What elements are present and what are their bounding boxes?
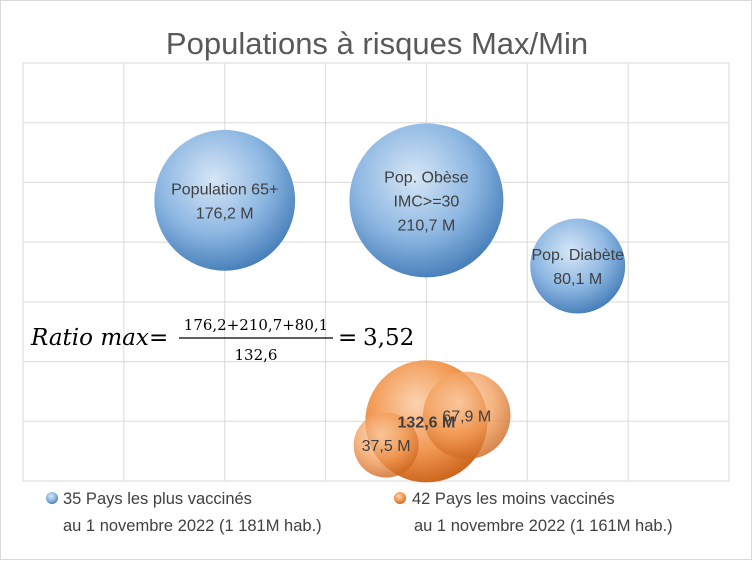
ratio-numerator: 176,2+210,7+80,1 [184,316,328,334]
ratio-formula: Ratio max = 176,2+210,7+80,1 132,6 = 3,5… [30,316,414,364]
bubble-label: Pop. Obèse [384,169,469,186]
legend: 35 Pays les plus vaccinés au 1 novembre … [46,490,673,535]
ratio-equals-2: = [338,325,357,351]
ratio-denominator: 132,6 [235,346,278,364]
ratio-result: 3,52 [363,325,414,351]
bubbles-layer [154,123,626,483]
bubble-label: 67,9 M [442,408,491,425]
bubble-vaccinated-0 [154,129,296,271]
bubble-label: Pop. Diabète [531,247,624,264]
bubble-label: Population 65+ [171,181,278,198]
ratio-lhs: Ratio max [30,325,149,351]
bubble-vaccinated-2 [530,218,626,314]
legend-unvaccinated-line2: au 1 novembre 2022 (1 161M hab.) [414,517,673,535]
legend-unvaccinated-line1: 42 Pays les moins vaccinés [412,490,615,508]
bubble-label: 37,5 M [362,438,411,455]
bubble-label: 210,7 M [398,217,456,234]
legend-marker-unvaccinated [394,492,406,504]
bubble-label: 80,1 M [553,271,602,288]
ratio-equals-1: = [149,325,168,351]
chart-title: Populations à risques Max/Min [166,26,588,61]
bubble-label: IMC>=30 [394,193,460,210]
bubble-unvaccinated-1 [423,371,511,460]
legend-marker-vaccinated [46,492,58,504]
bubble-unvaccinated-2 [353,412,419,478]
bubble-label: 132,6 M [398,414,456,431]
bubble-vaccinated-1 [349,123,504,278]
legend-vaccinated-line1: 35 Pays les plus vaccinés [63,490,252,508]
bubble-label: 176,2 M [196,205,254,222]
bubble-labels-layer: Population 65+ 176,2 M Pop. Obèse IMC>=30 21… [171,169,624,455]
legend-vaccinated-line2: au 1 novembre 2022 (1 181M hab.) [63,517,322,535]
